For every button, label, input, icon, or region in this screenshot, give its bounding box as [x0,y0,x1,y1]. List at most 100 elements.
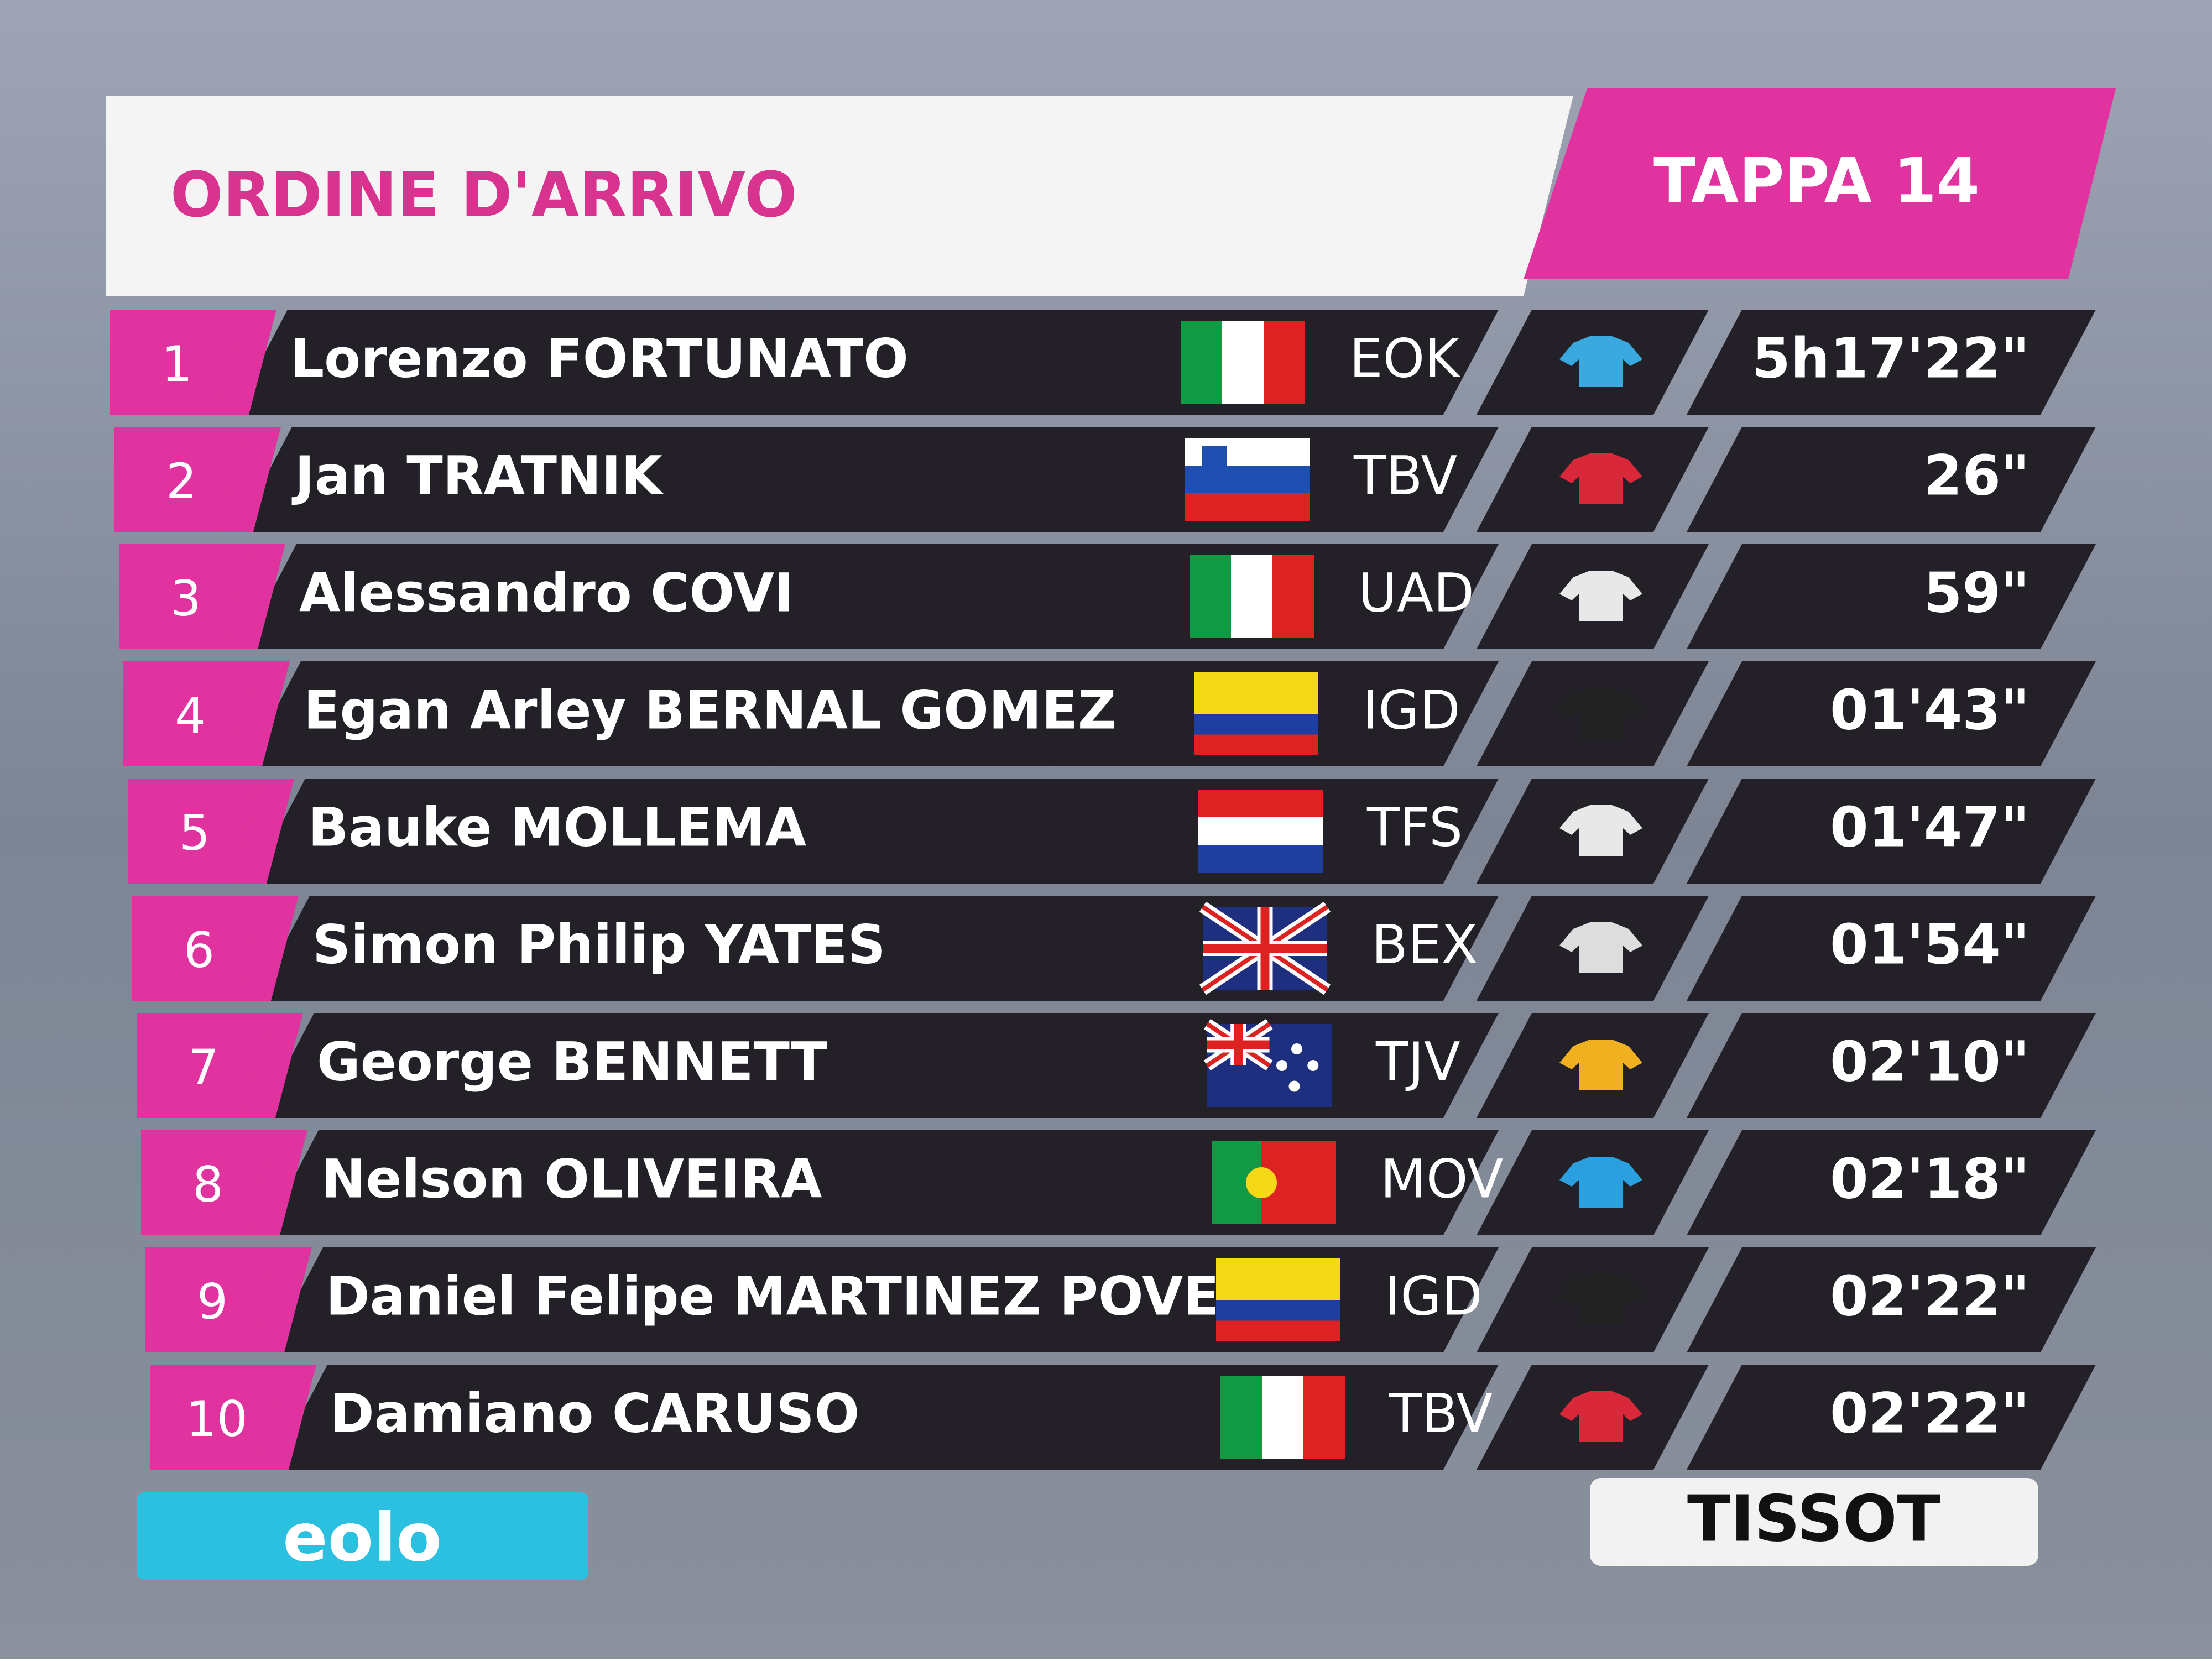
team-code: IGD [1363,679,1460,741]
finish-time: 02'22" [1830,1263,2030,1328]
time-cell [1687,779,2096,884]
tissot-logo [1590,1478,2038,1566]
rider-name: George BENNETT [317,1031,827,1093]
time-cell [1687,310,2096,415]
flag-part [1288,1080,1300,1092]
jersey-icon [1559,688,1642,739]
rider-name: Jan TRATNIK [291,445,664,506]
finish-time: 59" [1924,560,2030,625]
team-code: TJV [1375,1031,1460,1093]
flag-part [1216,1320,1340,1341]
flag-part [1185,493,1310,521]
finish-time: 5h17'22" [1752,326,2030,390]
flag-part [1246,1167,1277,1198]
rider-name: Nelson OLIVEIRA [321,1148,822,1210]
rider-name: Simon Philip YATES [312,913,886,975]
rank: 5 [179,805,210,861]
rank: 7 [188,1039,219,1096]
flag-part [1231,555,1272,638]
time-cell [1687,544,2096,649]
jersey-icon [1559,922,1642,973]
rank-edge [251,1247,312,1352]
team-code: IGD [1385,1265,1483,1327]
rank: 2 [166,453,197,510]
name-cell [254,896,1499,1001]
finish-time: 01'43" [1830,677,2030,742]
flag-part [1198,845,1323,873]
rank: 4 [175,687,206,744]
jersey-icon [1559,453,1642,504]
time-cell [1687,1013,2096,1118]
rider-name: Lorenzo FORTUNATO [290,327,909,389]
flag-part [1198,817,1323,845]
flag-part [1272,555,1314,638]
finish-time: 02'22" [1830,1381,2030,1445]
rider-name: Bauke MOLLEMA [308,796,806,858]
name-cell [259,1013,1499,1118]
flag-part [1190,555,1231,638]
flag-part [1198,790,1323,817]
team-code: EOK [1349,327,1460,389]
flag-part [1216,1258,1340,1300]
finish-time: 02'18" [1830,1146,2030,1211]
flag-part [1307,1060,1319,1071]
team-code: MOV [1380,1148,1503,1210]
jersey-icon [1559,1274,1642,1325]
time-cell [1687,896,2096,1001]
rank-edge [220,427,281,532]
jersey-icon [1559,1391,1642,1442]
time-cell [1687,427,2096,532]
jersey-icon [1559,805,1642,856]
stage-box [1524,88,2116,279]
rank: 9 [197,1273,228,1330]
rank-edge [238,896,299,1001]
jersey-icon [1559,336,1642,387]
rank: 8 [192,1156,223,1213]
finish-time: 01'54" [1830,912,2030,976]
rider-name: Damiano CARUSO [330,1382,859,1444]
name-cell [250,779,1499,884]
name-cell [263,1130,1499,1235]
name-cell [237,427,1499,532]
rank-edge [247,1130,307,1235]
flag-part [1194,672,1318,714]
jersey-icon [1559,1157,1642,1208]
header-title: ORDINE D'ARRIVO [170,159,797,231]
header-bar [106,96,1573,296]
flag-part [1291,1043,1302,1054]
finish-time: 02'10" [1830,1029,2030,1094]
name-cell [241,544,1499,649]
flag-part [1194,714,1318,735]
rank-edge [225,544,285,649]
team-code: TFS [1366,796,1463,858]
flag-part [1207,1040,1270,1049]
rank: 10 [186,1391,248,1448]
jersey-icon [1559,571,1642,621]
finish-time: 26" [1924,443,2030,508]
flag-part [1276,1060,1287,1071]
team-code: UAD [1358,562,1474,624]
rank-edge [242,1013,303,1118]
name-cell [272,1365,1499,1470]
flag-part [1181,321,1222,404]
name-cell [268,1247,1499,1352]
time-cell [1687,661,2096,766]
finish-time: 01'47" [1830,795,2030,859]
rank: 3 [170,570,201,627]
team-code: BEX [1371,913,1478,975]
flag-part [1303,1376,1345,1459]
flag-part [1202,446,1227,479]
rank-edge [229,661,290,766]
rank: 1 [161,336,192,393]
rider-name: Egan Arley BERNAL GOMEZ [304,679,1117,741]
flag-part [1194,734,1318,755]
rider-name: Alessandro COVI [299,562,794,624]
flag-part [1203,944,1327,953]
stage-label: TAPPA 14 [1653,145,1980,217]
flag-part [1222,321,1264,404]
flag-part [1262,1376,1303,1459]
flag-part [1216,1300,1340,1321]
name-cell [246,661,1499,766]
tissot-text: TISSOT [1687,1482,1940,1556]
